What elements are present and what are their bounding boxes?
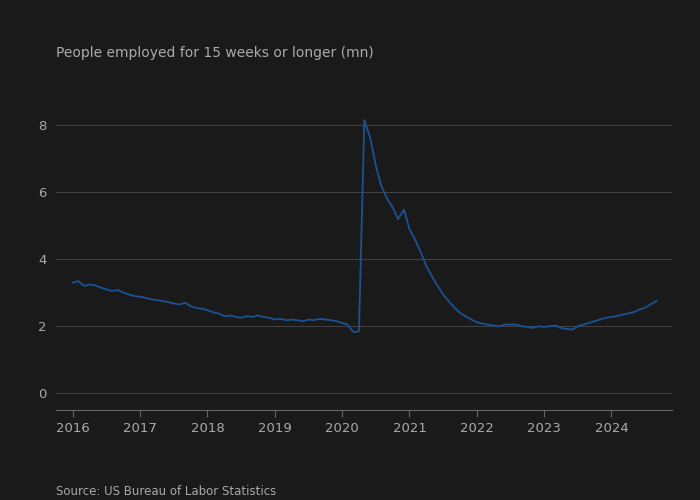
Text: Source: US Bureau of Labor Statistics: Source: US Bureau of Labor Statistics xyxy=(56,485,276,498)
Text: People employed for 15 weeks or longer (mn): People employed for 15 weeks or longer (… xyxy=(56,46,374,60)
